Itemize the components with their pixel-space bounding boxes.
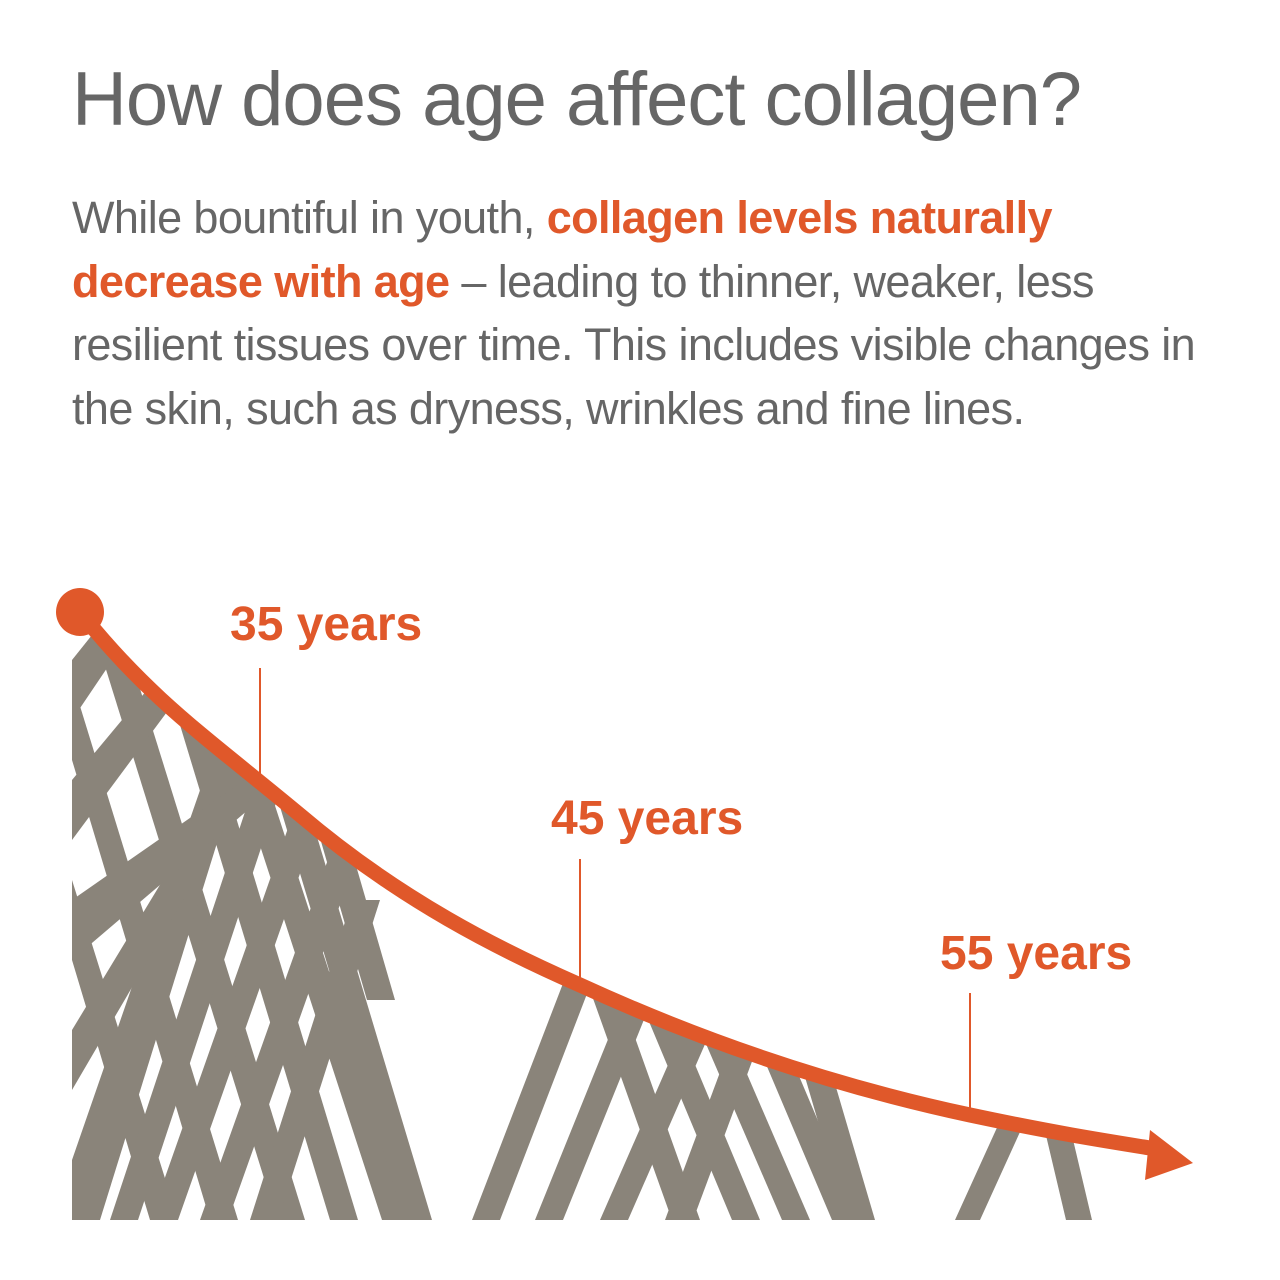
intro-paragraph: While bountiful in youth, collagen level… (72, 186, 1222, 440)
mesh-section-middle (472, 960, 875, 1220)
label-35-years: 35 years (230, 598, 422, 651)
collagen-mesh (72, 612, 1092, 1220)
arrowhead-icon (1145, 1130, 1193, 1180)
page-title: How does age affect collagen? (72, 57, 1082, 142)
intro-text-2: – leading to thinner, weaker, less resil… (72, 255, 1196, 434)
intro-text-1: While bountiful in youth, (72, 192, 547, 243)
label-45-years: 45 years (551, 792, 743, 845)
label-55-years: 55 years (940, 927, 1132, 980)
intro-highlight: collagen levels naturally decrease with … (72, 192, 1053, 307)
start-dot-icon (56, 588, 104, 636)
